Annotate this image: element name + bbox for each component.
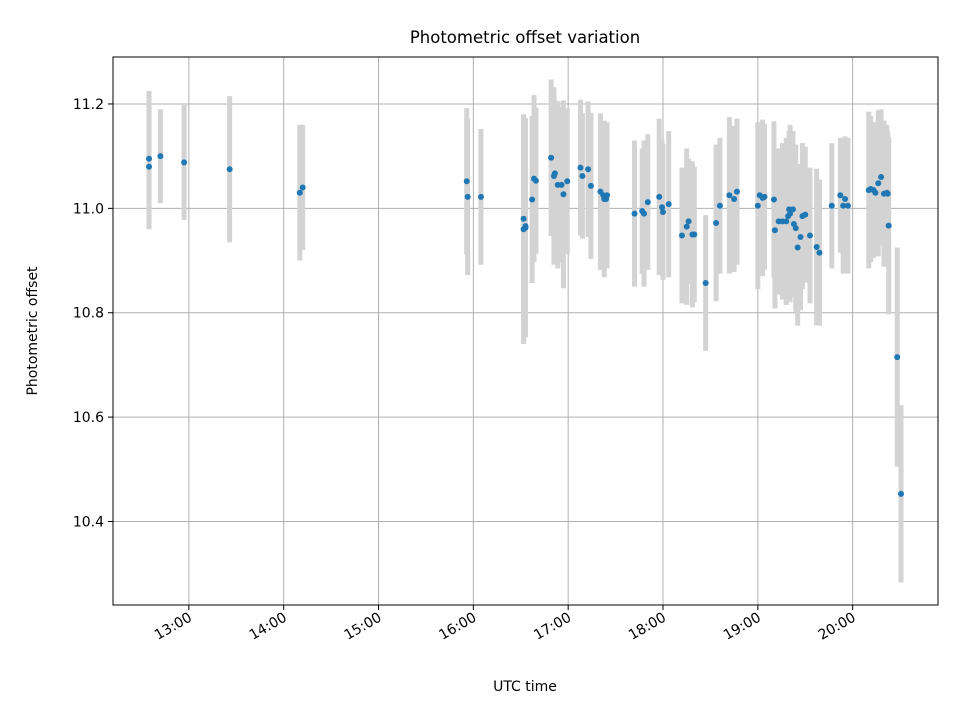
data-point	[604, 192, 611, 199]
data-point	[464, 193, 471, 200]
data-point	[296, 189, 303, 196]
data-point	[463, 178, 470, 185]
data-point	[828, 202, 835, 209]
data-point	[548, 154, 555, 161]
data-point	[522, 223, 529, 230]
x-axis-label: UTC time	[493, 679, 557, 695]
data-point	[794, 244, 801, 251]
chart-title: Photometric offset variation	[410, 28, 640, 47]
y-tick-label: 10.8	[73, 306, 104, 322]
data-point	[641, 210, 648, 217]
data-point	[146, 155, 153, 162]
data-point	[840, 202, 847, 209]
data-point	[754, 202, 761, 209]
data-point	[713, 219, 720, 226]
data-point	[844, 202, 851, 209]
data-point	[587, 182, 594, 189]
y-tick-label: 11.0	[73, 201, 104, 217]
data-point	[894, 354, 901, 361]
data-point	[659, 204, 666, 211]
data-point	[665, 201, 672, 208]
y-axis-label: Photometric offset	[25, 266, 41, 396]
data-point	[837, 192, 844, 199]
y-axis-ticks: 10.4 10.6 10.8 11.0 11.2	[73, 97, 113, 530]
data-point	[551, 170, 558, 177]
data-point	[520, 215, 527, 222]
data-point	[761, 193, 768, 200]
data-point	[683, 223, 690, 230]
plot-frame	[112, 56, 939, 606]
data-point	[878, 174, 885, 181]
data-point	[564, 178, 571, 185]
data-point	[802, 211, 809, 218]
data-point	[558, 181, 565, 188]
data-point	[771, 227, 778, 234]
data-point	[816, 249, 823, 256]
data-point	[872, 189, 879, 196]
data-point	[656, 193, 663, 200]
y-tick-label: 10.4	[73, 514, 104, 530]
data-point	[477, 193, 484, 200]
data-point	[299, 184, 306, 191]
data-point	[716, 202, 723, 209]
data-point	[560, 191, 567, 198]
data-point	[842, 195, 849, 202]
data-point	[792, 225, 799, 232]
data-point	[885, 222, 892, 229]
data-point	[579, 172, 586, 179]
data-point	[157, 153, 164, 160]
data-point	[691, 231, 698, 238]
data-point	[797, 234, 804, 241]
data-point	[678, 232, 685, 239]
data-point	[733, 188, 740, 195]
data-point	[813, 243, 820, 250]
data-point	[898, 490, 905, 497]
data-point	[631, 210, 638, 217]
data-point	[884, 190, 891, 197]
data-point	[146, 163, 153, 170]
y-tick-label: 10.6	[73, 410, 104, 426]
data-point	[702, 279, 709, 286]
data-point	[577, 164, 584, 171]
data-point	[875, 180, 882, 187]
data-point	[806, 232, 813, 239]
data-point	[181, 159, 188, 166]
data-point	[789, 206, 796, 213]
data-point	[226, 166, 233, 173]
data-point	[783, 218, 790, 225]
data-points	[146, 153, 905, 497]
data-point	[644, 199, 651, 206]
data-point	[585, 166, 592, 173]
data-point	[770, 196, 777, 203]
data-point	[532, 177, 539, 184]
y-tick-label: 11.2	[73, 97, 104, 113]
data-point	[660, 209, 666, 216]
data-point	[731, 195, 738, 202]
data-point	[685, 218, 692, 225]
data-point	[529, 196, 536, 203]
data-point	[726, 192, 733, 199]
